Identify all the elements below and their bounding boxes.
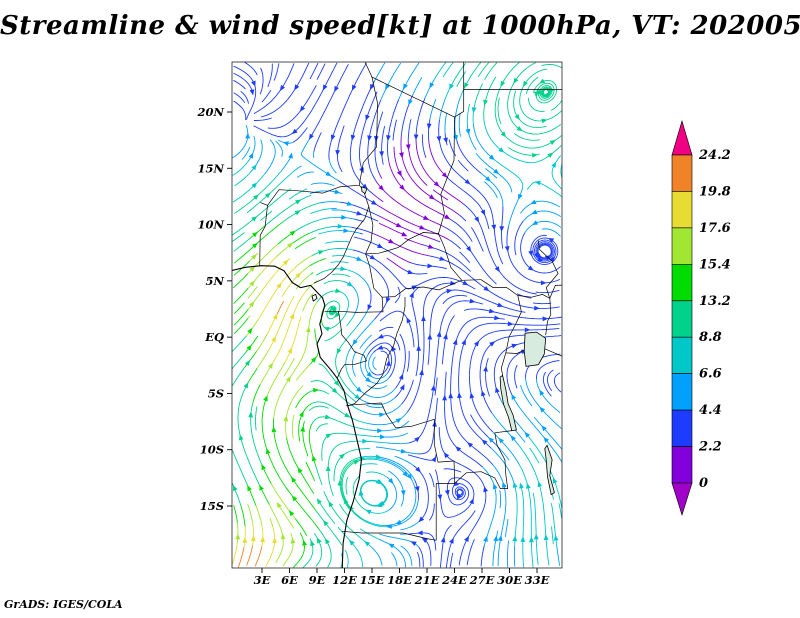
- country-border: [341, 483, 455, 541]
- x-axis-tick-label: 21E: [414, 573, 440, 587]
- lake: [499, 375, 517, 431]
- lake: [361, 186, 368, 194]
- y-axis-tick-label: 5S: [208, 386, 224, 400]
- country-border: [347, 296, 406, 407]
- country-border: [371, 76, 455, 118]
- colorbar-arrow-bottom: [671, 482, 693, 517]
- country-border: [505, 349, 525, 354]
- x-axis-tick-label: 12E: [332, 573, 357, 587]
- colorbar-segment: [671, 227, 693, 265]
- country-border: [365, 206, 374, 255]
- country-border: [365, 253, 384, 313]
- country-border: [358, 62, 378, 186]
- y-axis-tick-label: EQ: [204, 330, 224, 344]
- country-border: [259, 202, 268, 267]
- colorbar-label: 8.8: [699, 330, 722, 345]
- lake: [544, 444, 555, 496]
- country-border: [381, 279, 463, 298]
- country-border: [438, 233, 482, 281]
- country-border: [517, 284, 562, 299]
- colorbar-label: 17.6: [699, 221, 731, 236]
- island-bioko: [311, 293, 318, 302]
- y-axis-tick-label: 20N: [196, 105, 224, 119]
- country-border: [545, 297, 552, 336]
- country-border: [454, 430, 513, 489]
- y-axis-tick-label: 10S: [200, 443, 224, 457]
- country-border: [538, 240, 559, 299]
- colorbar-segment: [671, 154, 693, 192]
- country-border: [480, 279, 519, 296]
- colorbar: 24.2 19.8 17.6 15.4 13.2 8.8 6.6 4.4 2.2 0: [671, 119, 731, 517]
- x-axis-tick-label: 30E: [497, 573, 522, 587]
- y-axis-tick-label: 15S: [200, 499, 224, 513]
- country-border: [500, 295, 522, 376]
- lake: [523, 331, 547, 367]
- colorbar-segment: [671, 446, 693, 484]
- colorbar-label: 0: [699, 476, 708, 491]
- country-border: [438, 116, 455, 234]
- x-axis-tick-label: 6E: [281, 573, 298, 587]
- colorbar-label: 13.2: [699, 294, 731, 309]
- country-border: [324, 310, 384, 313]
- colorbar-segment: [671, 336, 693, 374]
- plot-title: Streamline & wind speed[kt] at 1000hPa, …: [0, 11, 800, 41]
- country-border: [543, 348, 562, 357]
- colorbar-segment: [671, 373, 693, 411]
- country-border: [365, 232, 439, 255]
- colorbar-segment: [671, 300, 693, 338]
- colorbar-label: 2.2: [698, 440, 722, 455]
- colorbar-segment: [671, 191, 693, 229]
- streamlines: [232, 62, 562, 568]
- colorbar-arrow-top: [671, 119, 693, 156]
- x-axis-tick-label: 33E: [525, 573, 550, 587]
- country-border: [313, 206, 370, 284]
- country-border: [454, 62, 465, 118]
- colorbar-label: 4.4: [699, 403, 722, 418]
- plot-frame: [231, 61, 563, 569]
- country-border: [336, 310, 367, 379]
- x-axis-tick-label: 3E: [254, 573, 271, 587]
- x-axis-tick-label: 27E: [469, 573, 495, 587]
- colorbar-segment: [671, 409, 693, 447]
- colorbar-segment: [671, 263, 693, 301]
- grads-credit: GrADS: IGES/COLA: [4, 598, 123, 611]
- x-axis-tick-label: 18E: [387, 573, 412, 587]
- x-axis-tick-label: 9E: [309, 573, 326, 587]
- country-border: [267, 184, 360, 206]
- map-outlines: [232, 62, 562, 568]
- colorbar-label: 6.6: [699, 367, 722, 382]
- country-border: [345, 402, 455, 484]
- colorbar-label: 24.2: [698, 148, 731, 163]
- x-axis-tick-label: 15E: [360, 573, 385, 587]
- colorbar-label: 19.8: [699, 184, 731, 199]
- coastline: [232, 265, 363, 568]
- y-axis-tick-label: 15N: [197, 161, 224, 175]
- y-axis-tick-label: 10N: [197, 218, 224, 232]
- x-axis-tick-label: 24E: [441, 573, 467, 587]
- y-axis-tick-label: 5N: [205, 274, 224, 288]
- colorbar-label: 15.4: [699, 257, 731, 272]
